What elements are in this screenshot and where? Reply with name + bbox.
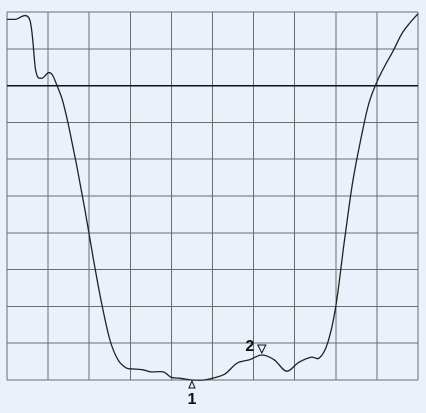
marker-arrow-up — [188, 379, 196, 389]
marker-arrow-down — [257, 344, 267, 355]
markers: 12 — [187, 338, 267, 408]
marker-label: 2 — [245, 338, 254, 355]
marker-label: 1 — [187, 391, 196, 408]
graticule — [6, 11, 419, 381]
